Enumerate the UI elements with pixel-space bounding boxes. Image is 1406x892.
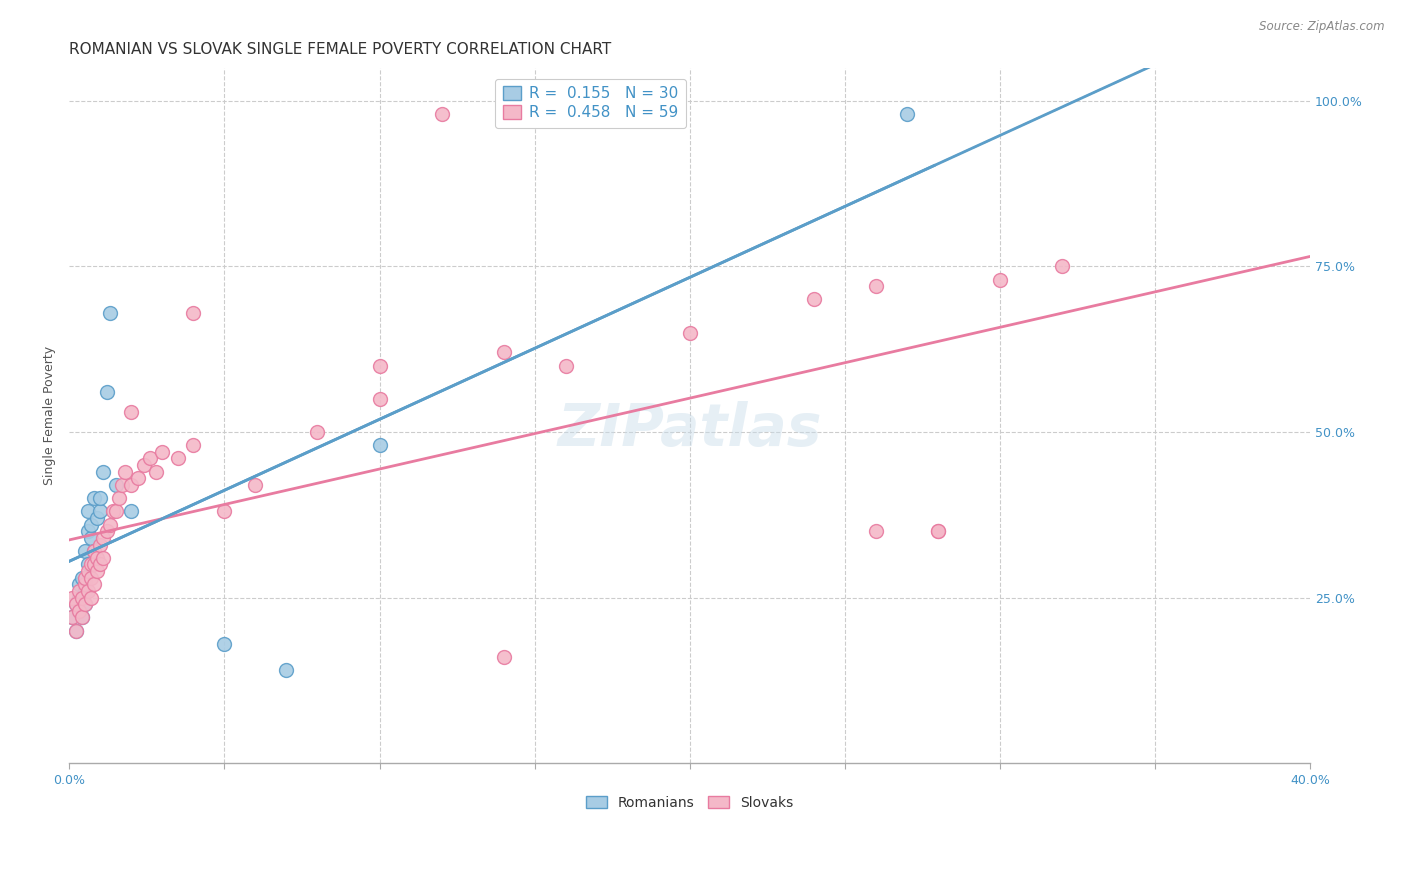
Point xyxy=(214,637,236,651)
Point xyxy=(67,591,90,605)
Point xyxy=(80,558,103,572)
Point xyxy=(77,524,100,539)
Point xyxy=(73,597,96,611)
Point xyxy=(167,451,190,466)
Point xyxy=(368,392,391,406)
Point xyxy=(554,359,576,373)
Point xyxy=(93,550,115,565)
Y-axis label: Single Female Poverty: Single Female Poverty xyxy=(44,346,56,485)
Point xyxy=(77,564,100,578)
Point xyxy=(73,583,96,598)
Point xyxy=(120,504,142,518)
Point xyxy=(67,577,90,591)
Point xyxy=(492,650,515,665)
Point xyxy=(679,326,702,340)
Point xyxy=(65,624,87,638)
Point xyxy=(865,524,887,539)
Point xyxy=(214,504,236,518)
Point xyxy=(80,571,103,585)
Point xyxy=(896,107,918,121)
Point xyxy=(120,405,142,419)
Point xyxy=(183,306,205,320)
Point xyxy=(927,524,949,539)
Point xyxy=(62,591,84,605)
Point xyxy=(89,537,111,551)
Point xyxy=(89,491,111,505)
Point xyxy=(83,544,105,558)
Point xyxy=(865,279,887,293)
Point xyxy=(114,465,136,479)
Point xyxy=(65,597,87,611)
Point xyxy=(93,465,115,479)
Point xyxy=(183,438,205,452)
Point xyxy=(83,544,105,558)
Point xyxy=(803,293,825,307)
Text: Source: ZipAtlas.com: Source: ZipAtlas.com xyxy=(1260,20,1385,33)
Text: ZIPatlas: ZIPatlas xyxy=(558,401,823,458)
Point xyxy=(83,558,105,572)
Point xyxy=(98,306,121,320)
Point xyxy=(80,591,103,605)
Point xyxy=(62,610,84,624)
Point xyxy=(104,478,127,492)
Point xyxy=(276,664,298,678)
Point xyxy=(132,458,155,472)
Point xyxy=(67,604,90,618)
Point xyxy=(150,445,173,459)
Point xyxy=(368,438,391,452)
Point xyxy=(86,564,108,578)
Point xyxy=(104,504,127,518)
Point xyxy=(89,504,111,518)
Point xyxy=(70,610,93,624)
Point xyxy=(93,531,115,545)
Point xyxy=(139,451,162,466)
Point xyxy=(73,571,96,585)
Legend: Romanians, Slovaks: Romanians, Slovaks xyxy=(581,790,799,815)
Point xyxy=(89,558,111,572)
Point xyxy=(83,577,105,591)
Point xyxy=(67,583,90,598)
Point xyxy=(83,491,105,505)
Point xyxy=(127,471,149,485)
Point xyxy=(62,610,84,624)
Point xyxy=(77,558,100,572)
Point xyxy=(67,604,90,618)
Text: ROMANIAN VS SLOVAK SINGLE FEMALE POVERTY CORRELATION CHART: ROMANIAN VS SLOVAK SINGLE FEMALE POVERTY… xyxy=(69,42,612,57)
Point xyxy=(1050,260,1073,274)
Point xyxy=(492,345,515,359)
Point xyxy=(98,517,121,532)
Point xyxy=(120,478,142,492)
Point xyxy=(65,624,87,638)
Point xyxy=(73,577,96,591)
Point xyxy=(245,478,267,492)
Point xyxy=(65,597,87,611)
Point xyxy=(368,359,391,373)
Point xyxy=(77,504,100,518)
Point xyxy=(108,491,131,505)
Point xyxy=(70,610,93,624)
Point xyxy=(430,107,453,121)
Point xyxy=(80,531,103,545)
Point xyxy=(307,425,329,439)
Point xyxy=(96,524,118,539)
Point xyxy=(70,571,93,585)
Point xyxy=(988,272,1011,286)
Point xyxy=(73,597,96,611)
Point xyxy=(73,544,96,558)
Point xyxy=(86,511,108,525)
Point xyxy=(86,550,108,565)
Point xyxy=(70,591,93,605)
Point xyxy=(927,524,949,539)
Point xyxy=(96,385,118,400)
Point xyxy=(77,583,100,598)
Point xyxy=(145,465,167,479)
Point xyxy=(111,478,134,492)
Point xyxy=(101,504,124,518)
Point xyxy=(80,517,103,532)
